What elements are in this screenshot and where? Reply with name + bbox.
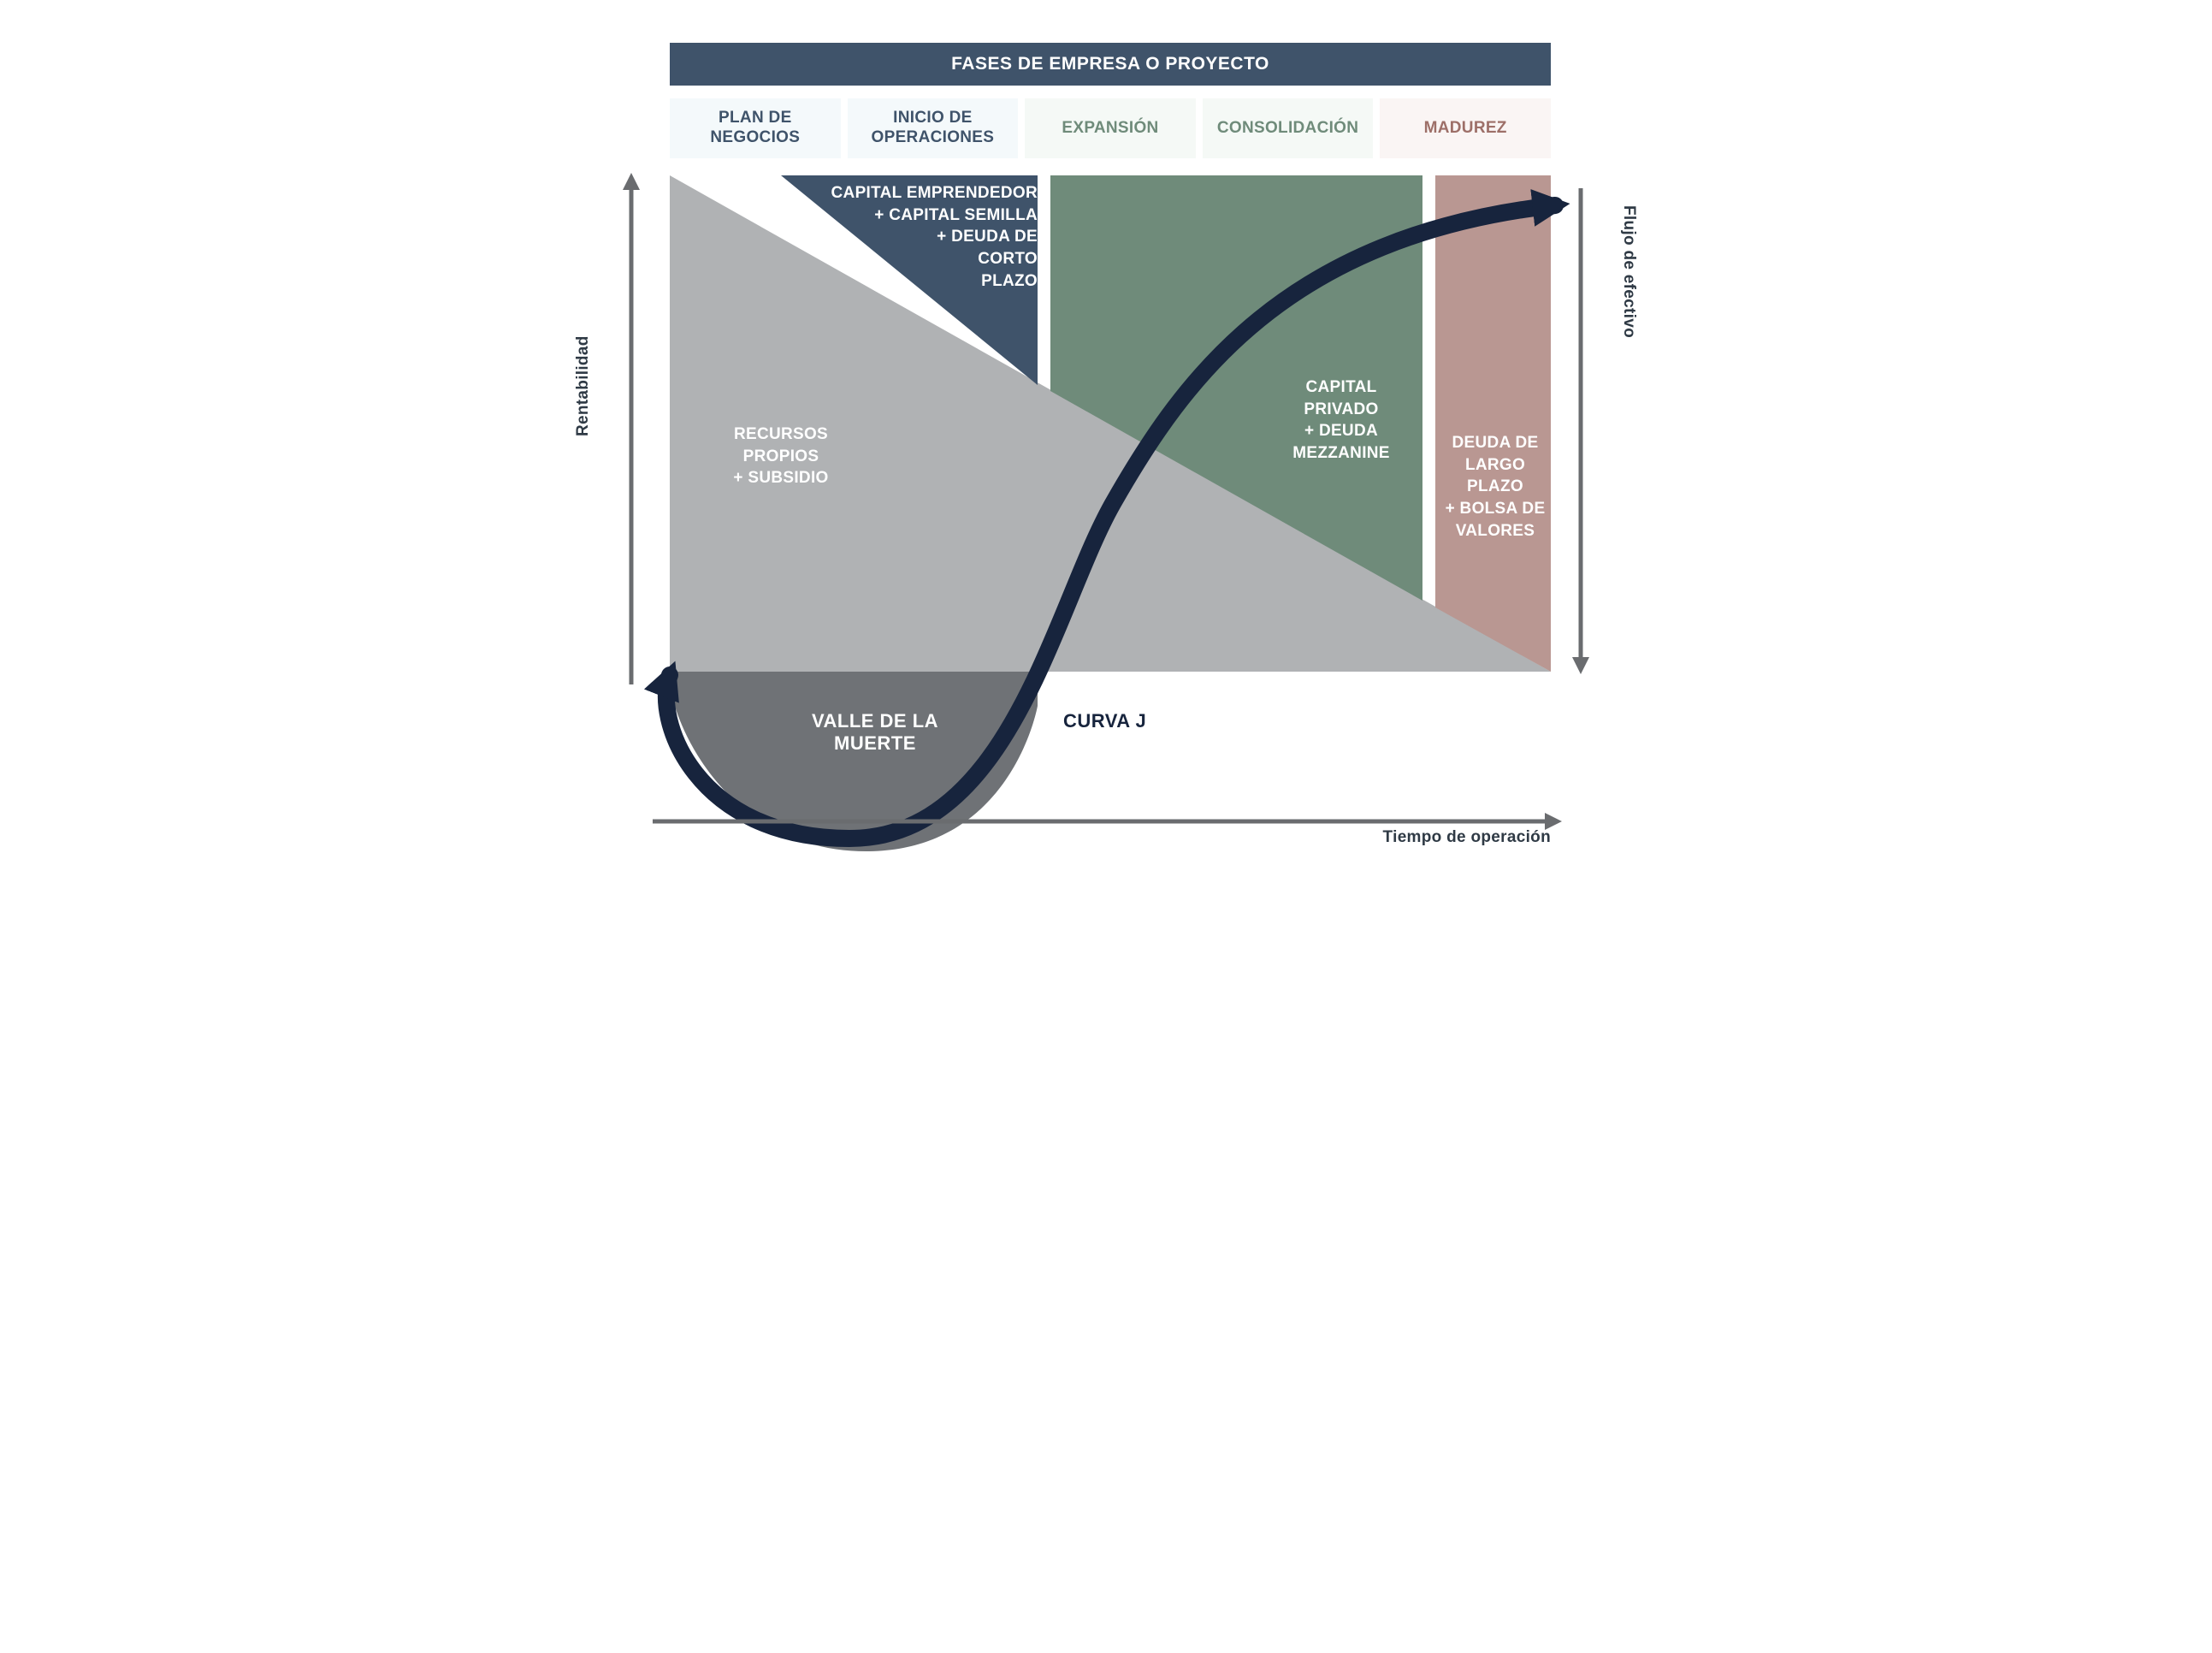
- header-title: FASES DE EMPRESA O PROYECTO: [951, 54, 1269, 74]
- phase-inicio-ops: INICIO DE OPERACIONES: [848, 98, 1019, 158]
- axis-label-tiempo: Tiempo de operación: [1383, 828, 1551, 847]
- chart-area: RECURSOS PROPIOS + SUBSIDIO CAPITAL EMPR…: [670, 175, 1551, 672]
- phase-consolidacion: CONSOLIDACIÓN: [1203, 98, 1374, 158]
- phase-madurez: MADUREZ: [1380, 98, 1551, 158]
- phase-expansion: EXPANSIÓN: [1025, 98, 1196, 158]
- label-madurez: DEUDA DE LARGO PLAZO + BOLSA DE VALORES: [1440, 432, 1551, 542]
- header-title-bar: FASES DE EMPRESA O PROYECTO: [670, 43, 1551, 86]
- phase-plan-negocios: PLAN DE NEGOCIOS: [670, 98, 841, 158]
- label-recursos: RECURSOS PROPIOS + SUBSIDIO: [704, 424, 858, 489]
- label-valley: VALLE DE LA MUERTE: [772, 710, 978, 755]
- label-curva-j: CURVA J: [1063, 710, 1146, 732]
- label-emprendedor: CAPITAL EMPRENDEDOR + CAPITAL SEMILLA + …: [824, 182, 1038, 292]
- axis-left-arrow: [614, 34, 648, 719]
- phase-row: PLAN DE NEGOCIOS INICIO DE OPERACIONES E…: [670, 98, 1551, 158]
- diagram-container: FASES DE EMPRESA O PROYECTO PLAN DE NEGO…: [559, 34, 1653, 856]
- axis-right-arrow: [1564, 34, 1598, 719]
- axis-label-rentabilidad: Rentabilidad: [574, 335, 593, 436]
- chart-svg: [670, 175, 1551, 877]
- axis-label-flujo: Flujo de efectivo: [1619, 205, 1638, 338]
- label-privado: CAPITAL PRIVADO + DEUDA MEZZANINE: [1269, 376, 1414, 465]
